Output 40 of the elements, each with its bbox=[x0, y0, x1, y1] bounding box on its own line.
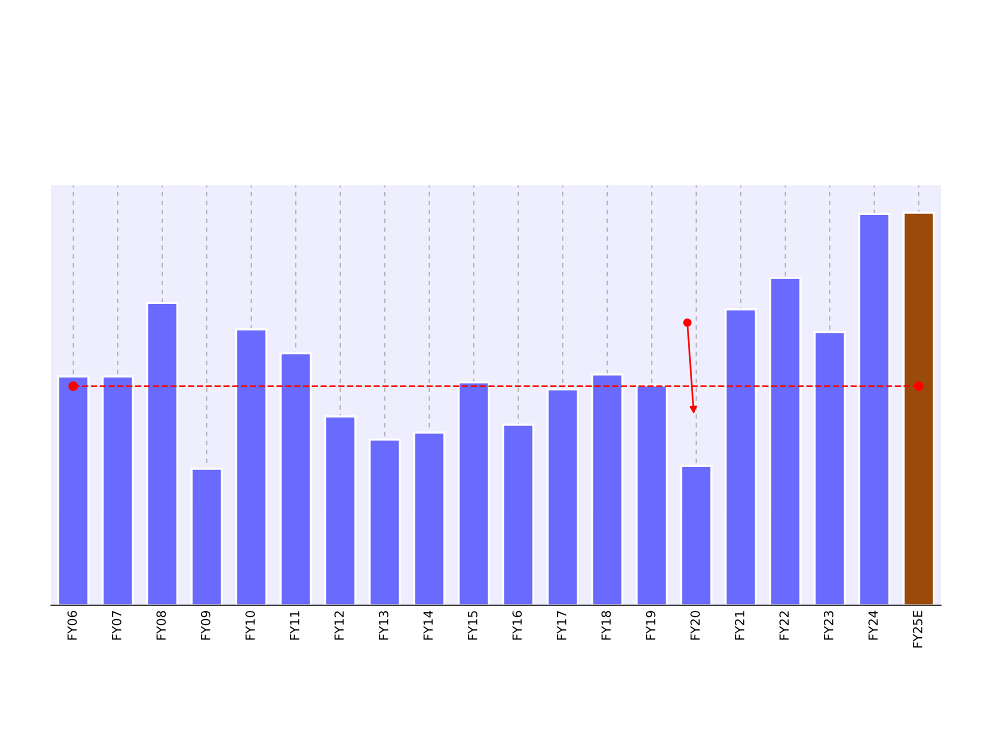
bar bbox=[769, 276, 802, 606]
bar bbox=[502, 424, 534, 606]
bar bbox=[146, 302, 178, 606]
bar bbox=[680, 464, 712, 606]
x-tick-label: FY14 bbox=[424, 610, 433, 640]
bar bbox=[814, 331, 846, 606]
x-tick-label: FY20 bbox=[690, 610, 700, 640]
bar bbox=[413, 431, 446, 606]
bar bbox=[280, 352, 312, 606]
x-tick-label: FY06 bbox=[67, 610, 77, 640]
x-tick-label: FY25E bbox=[912, 610, 922, 648]
bar bbox=[591, 373, 624, 606]
bar bbox=[636, 384, 668, 606]
x-tick-label: FY24 bbox=[868, 610, 878, 640]
x-tick-label: FY08 bbox=[156, 610, 166, 640]
bar bbox=[546, 388, 579, 606]
bar bbox=[57, 375, 90, 606]
bar bbox=[324, 415, 356, 606]
x-tick-label: FY11 bbox=[290, 611, 300, 640]
x-tick-label: FY21 bbox=[734, 611, 744, 640]
x-tick-label: FY07 bbox=[112, 611, 122, 640]
bar bbox=[858, 212, 890, 606]
bar bbox=[368, 438, 401, 606]
bar bbox=[724, 308, 757, 606]
x-tick-label: FY15 bbox=[468, 611, 478, 640]
x-tick-label: FY10 bbox=[245, 610, 255, 640]
bar bbox=[235, 328, 268, 606]
x-tick-label: FY18 bbox=[601, 610, 611, 640]
x-tick-label: FY22 bbox=[779, 611, 789, 640]
bar bbox=[102, 375, 134, 606]
x-tick-label: FY23 bbox=[824, 611, 834, 640]
x-tick-label: FY17 bbox=[557, 611, 566, 640]
x-tick-label: FY12 bbox=[334, 611, 344, 640]
x-tick-label: FY19 bbox=[646, 610, 656, 640]
x-tick-label: FY09 bbox=[200, 610, 210, 640]
bar bbox=[458, 381, 490, 606]
bar bbox=[902, 212, 935, 606]
x-tick-label: FY13 bbox=[378, 611, 388, 640]
bar bbox=[190, 468, 223, 606]
x-tick-label: FY16 bbox=[512, 610, 522, 640]
